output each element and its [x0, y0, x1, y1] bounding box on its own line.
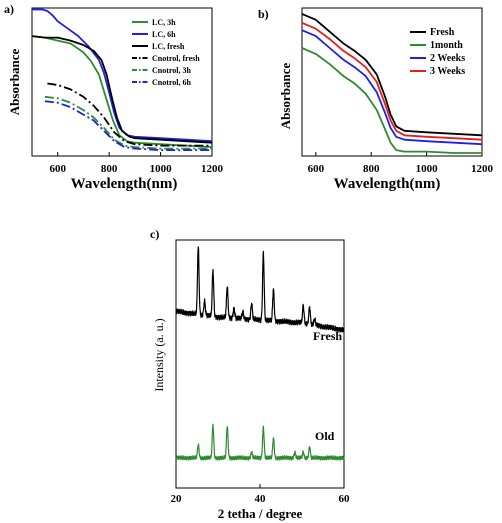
panel-c-ylabel: Intensity (a. u.) [152, 318, 166, 391]
panel-1-legend-label-2: 2 Weeks [430, 53, 465, 64]
panel-2-xtick-label-1: 40 [255, 493, 267, 505]
panel-0-xtick-label-1: 800 [101, 163, 118, 175]
panel-c-annotation-old: Old [315, 429, 335, 443]
panel-a-ylabel: Absorbance [7, 49, 22, 116]
panel-0-legend-label-1: LC, 6h [152, 30, 176, 39]
panel-0-xtick-label-2: 1000 [150, 163, 173, 175]
panel-0-series-line-5 [44, 100, 212, 151]
panel-a-frame [31, 7, 213, 157]
panel-0-legend-label-2: LC, fresh [152, 42, 185, 51]
panel-1-series-line-0 [301, 13, 483, 137]
chart-marks: 600 800 1000 1200 LC, 3h LC, 6h LC, fresh Cnotr… [31, 8, 494, 505]
panel-2-series-line-0 [175, 246, 345, 333]
panel-1-series-line-2 [301, 29, 483, 146]
panel-b-xlabel: Wavelength(nm) [334, 176, 441, 192]
panel-0-legend-label-3: Cnotrol, fresh [152, 54, 200, 63]
panel-0-legend-label-0: LC, 3h [152, 18, 176, 27]
panel-a-label: a) [4, 2, 14, 16]
panel-2-xtick-label-2: 60 [339, 493, 351, 505]
panel-1-series-line-1 [301, 47, 482, 154]
panel-0-series-line-3 [47, 82, 212, 147]
panel-1-legend-label-0: Fresh [430, 27, 455, 38]
panel-1-legend-label-3: 3 Weeks [430, 66, 465, 77]
panel-2-xtick-label-0: 20 [171, 493, 183, 505]
panel-b-ylabel: Absorbance [278, 63, 293, 130]
panel-1-series-line-3 [301, 21, 483, 141]
panel-c-annotation-fresh: Fresh [313, 329, 342, 343]
panel-0-series-line-1 [32, 8, 213, 143]
panel-0-series-line-2 [31, 35, 213, 144]
panel-a-xlabel: Wavelength(nm) [71, 176, 178, 192]
panel-1-xtick-label-0: 600 [308, 163, 325, 175]
panel-0-xtick-label-0: 600 [49, 163, 66, 175]
panel-c-xlabel: 2 tetha / degree [218, 506, 303, 521]
panel-1-xtick-label-1: 800 [363, 163, 380, 175]
panel-b-label: b) [258, 7, 269, 21]
panel-0-series-line-0 [31, 35, 213, 148]
panel-0-xtick-label-3: 1200 [201, 163, 224, 175]
panel-1-xtick-label-2: 1000 [416, 163, 439, 175]
panel-c-label: c) [150, 227, 159, 241]
panel-0-legend-label-5: Cnotrol, 6h [152, 78, 192, 87]
panel-c-frame [175, 239, 345, 489]
panel-0-legend-label-4: Cnotrol, 3h [152, 66, 192, 75]
panel-2-series-line-1 [175, 423, 345, 461]
panel-1-legend-label-1: 1month [430, 40, 463, 51]
panel-1-xtick-label-3: 1200 [471, 163, 494, 175]
panel-0-series-line-4 [44, 95, 212, 150]
panel-b-frame [301, 7, 483, 157]
